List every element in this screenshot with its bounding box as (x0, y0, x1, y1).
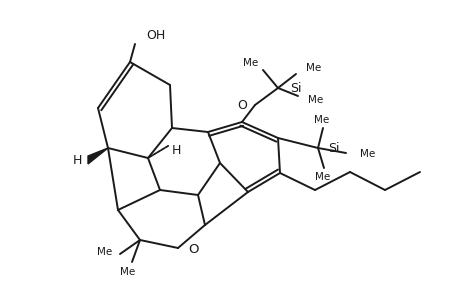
Text: O: O (188, 244, 198, 256)
Text: H: H (73, 154, 82, 166)
Text: Me: Me (305, 63, 320, 73)
Text: O: O (236, 98, 246, 112)
Text: Si: Si (289, 82, 301, 94)
Text: Si: Si (327, 142, 339, 154)
Text: Me: Me (315, 172, 330, 182)
Text: Me: Me (242, 58, 257, 68)
Text: Me: Me (308, 95, 323, 105)
Text: H: H (172, 143, 181, 157)
Text: Me: Me (313, 115, 329, 125)
Text: Me: Me (359, 149, 375, 159)
Text: Me: Me (120, 267, 135, 277)
Polygon shape (88, 148, 108, 164)
Text: OH: OH (146, 28, 165, 41)
Text: Me: Me (96, 247, 112, 257)
